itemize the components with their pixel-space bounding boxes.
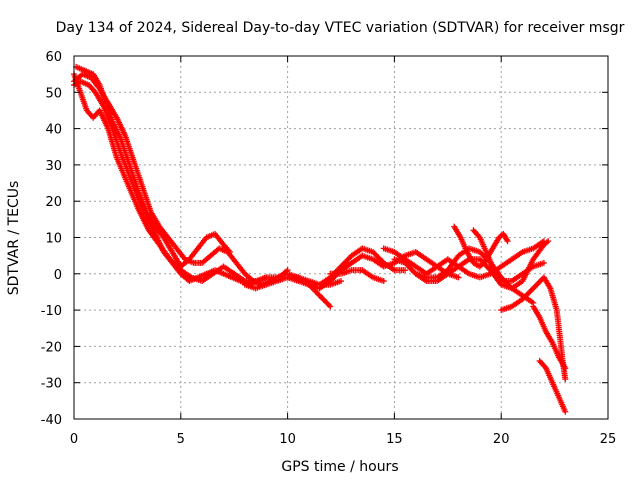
- tick-labels: 0 5 10 15 20 25 -40 -30 -20 -10 0 10 20 30 40 50 60: [41, 50, 617, 447]
- y-tick-label: 60: [45, 50, 62, 65]
- data-point-plus: [562, 376, 569, 383]
- data-point-plus: [402, 267, 409, 274]
- x-tick-label: 0: [70, 432, 78, 447]
- y-tick-label: 30: [45, 159, 62, 174]
- data-point-plus: [455, 274, 462, 281]
- y-tick-label: 20: [45, 195, 62, 210]
- x-tick-label: 5: [177, 432, 185, 447]
- data-point-plus: [540, 238, 547, 245]
- data-point-plus: [327, 303, 334, 310]
- y-tick-label: -20: [41, 340, 62, 355]
- x-tick-label: 20: [493, 432, 510, 447]
- data-layer: [71, 63, 569, 415]
- series-trace-13: [470, 227, 547, 285]
- data-point-plus: [562, 365, 569, 372]
- y-tick-label: -40: [41, 413, 62, 428]
- series-trace-1: [71, 71, 248, 285]
- y-tick-label: 10: [45, 232, 62, 247]
- data-point-plus: [338, 278, 344, 285]
- y-tick-label: 50: [45, 86, 62, 101]
- y-tick-label: -10: [41, 304, 62, 319]
- y-tick-label: 40: [45, 123, 62, 138]
- x-tick-label: 15: [386, 432, 403, 447]
- chart-title: Day 134 of 2024, Sidereal Day-to-day VTE…: [56, 20, 625, 36]
- data-point-plus: [380, 278, 387, 285]
- x-tick-label: 25: [600, 432, 617, 447]
- y-tick-label: -30: [41, 377, 62, 392]
- y-tick-label: 0: [54, 268, 62, 283]
- series-trace-9: [327, 267, 387, 285]
- data-point-plus: [504, 238, 511, 245]
- series-trace-17: [536, 357, 569, 415]
- tick-marks: [73, 55, 609, 420]
- x-axis-label: GPS time / hours: [281, 459, 398, 475]
- y-axis-label: SDTVAR / TECUs: [6, 181, 22, 296]
- series-trace-11: [380, 238, 547, 281]
- series-trace-16: [530, 303, 569, 372]
- series-trace-3: [71, 71, 291, 288]
- data-point-plus: [540, 259, 547, 266]
- series-trace-15: [498, 274, 569, 383]
- data-point-plus: [562, 408, 569, 415]
- x-tick-label: 10: [279, 432, 296, 447]
- series-trace-14: [451, 223, 511, 270]
